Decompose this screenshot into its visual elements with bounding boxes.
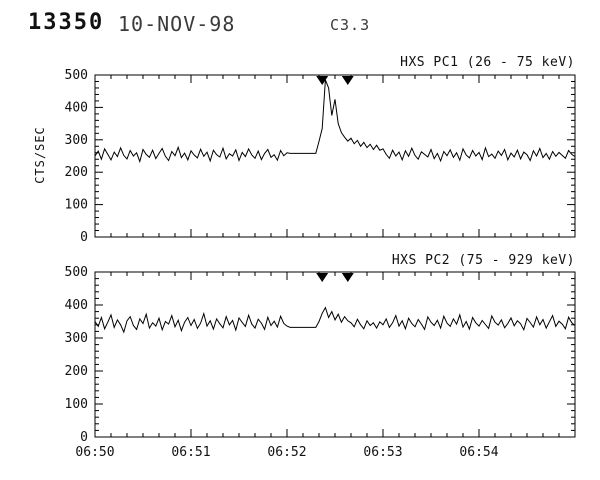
x-tick-label: 06:54 [459,445,498,460]
pc1-series-line [94,79,576,164]
y-tick-label: 100 [65,198,88,213]
y-tick-label: 300 [65,331,88,346]
flare-interval-marker-icon [341,76,354,85]
y-tick-label: 200 [65,364,88,379]
flare-interval-marker-icon [341,273,354,282]
x-tick-label: 06:51 [171,445,210,460]
y-tick-label: 100 [65,397,88,412]
pc2-panel-title: HXS PC2 (75 - 929 keV) [391,253,575,268]
y-tick-label: 500 [65,68,88,83]
pc1-panel-title: HXS PC1 (26 - 75 keV) [400,55,575,70]
y-tick-label: 500 [65,265,88,280]
y-tick-label: 0 [80,430,88,445]
event-id-label: 13350 [28,10,105,35]
x-tick-label: 06:53 [363,445,402,460]
y-tick-label: 400 [65,298,88,313]
flare-interval-marker-icon [316,76,329,85]
y-tick-label: 400 [65,100,88,115]
goes-class-label: C3.3 [330,16,371,34]
flare-interval-marker-icon [316,273,329,282]
x-tick-label: 06:52 [267,445,306,460]
pc2-series-line [94,306,576,334]
y-tick-label: 0 [80,230,88,245]
y-tick-label: 300 [65,133,88,148]
x-tick-label: 06:50 [75,445,114,460]
panel-2-axes: 0 100 200 300 400 500 [65,265,576,445]
event-date-label: 10-NOV-98 [118,12,236,36]
y-tick-label: 200 [65,165,88,180]
